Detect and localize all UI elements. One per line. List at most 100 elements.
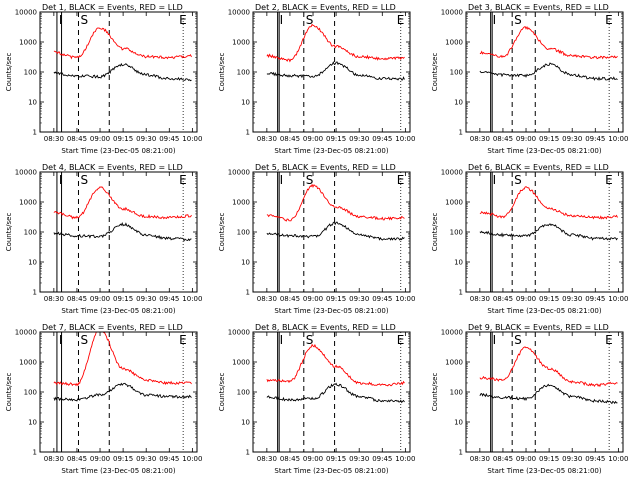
marker-label-i: I [493,13,497,27]
marker-label-i: I [280,333,284,347]
y-tick-label: 100 [237,229,250,237]
x-tick-label: 08:45 [280,455,300,463]
y-tick-label: 1 [246,129,250,137]
y-tick-label: 1000 [232,199,250,207]
x-tick-label: 10:00 [608,295,628,303]
plot-frame [252,331,411,453]
marker-label-s: S [80,173,88,187]
x-tick-label: 09:45 [159,455,179,463]
x-tick-label: 08:45 [67,295,87,303]
plot-area [479,332,618,452]
y-axis-label: Counts/sec [218,213,226,252]
series-line-events [53,222,192,242]
plot-frame [465,331,624,453]
x-tick-label: 10:00 [395,295,415,303]
y-tick-label: 10 [454,419,463,427]
y-tick-label: 1 [33,449,37,457]
y-axis-label: Counts/sec [431,213,439,252]
plot-frame [39,171,198,293]
marker-label-e: E [605,333,613,347]
marker-label-e: E [179,173,187,187]
x-tick-label: 10:00 [395,135,415,143]
marker-label-e: E [397,173,405,187]
x-tick-label: 09:45 [372,135,392,143]
x-tick-label: 10:00 [608,455,628,463]
x-tick-label: 09:15 [113,295,133,303]
chart-title: Det 8, BLACK = Events, RED = LLD [255,323,396,332]
marker-label-e: E [179,13,187,27]
marker-label-e: E [179,333,187,347]
x-tick-label: 09:30 [349,455,369,463]
marker-label-i: I [59,333,63,347]
series-line-events [266,382,405,404]
x-tick-label: 09:45 [585,455,605,463]
chart-title: Det 6, BLACK = Events, RED = LLD [468,163,609,172]
y-tick-label: 1000 [445,39,463,47]
series-line-lld [266,23,405,63]
y-tick-label: 10 [241,99,250,107]
plot-area [53,172,192,292]
y-axis-label: Counts/sec [218,373,226,412]
x-tick-label: 10:00 [182,455,202,463]
y-tick-label: 1 [246,449,250,457]
y-tick-label: 10000 [15,169,37,177]
x-tick-label: 08:45 [280,295,300,303]
series-line-events [53,382,192,402]
y-tick-label: 10 [28,419,37,427]
x-tick-label: 09:45 [372,455,392,463]
x-tick-label: 09:00 [516,295,536,303]
y-tick-label: 1 [459,129,463,137]
x-axis-label: Start Time (23-Dec-05 08:21:00) [274,147,388,155]
chart-panel-2: Det 2, BLACK = Events, RED = LLD Counts/s… [218,3,415,155]
x-tick-label: 08:45 [67,455,87,463]
x-tick-label: 09:30 [562,295,582,303]
series-line-events [53,62,192,82]
chart-title: Det 3, BLACK = Events, RED = LLD [468,3,609,12]
y-tick-label: 1 [459,449,463,457]
x-tick-label: 08:30 [470,455,490,463]
marker-label-e: E [397,13,405,27]
y-axis-label: Counts/sec [5,373,13,412]
plot-area [53,332,192,452]
x-tick-label: 09:00 [303,135,323,143]
y-tick-label: 1000 [232,359,250,367]
plot-area [479,12,618,132]
plot-frame [252,11,411,133]
y-axis-label: Counts/sec [5,53,13,92]
chart-panel-5: Det 5, BLACK = Events, RED = LLD Counts/s… [218,163,415,315]
x-tick-label: 08:45 [493,455,513,463]
x-tick-label: 10:00 [395,455,415,463]
x-axis-label: Start Time (23-Dec-05 08:21:00) [274,307,388,315]
y-tick-label: 10 [454,99,463,107]
chart-panel-3: Det 3, BLACK = Events, RED = LLD Counts/s… [431,3,628,155]
x-tick-label: 09:45 [585,135,605,143]
x-tick-label: 09:15 [539,295,559,303]
marker-label-s: S [80,333,88,347]
x-tick-label: 09:15 [113,455,133,463]
y-tick-label: 1000 [445,359,463,367]
x-tick-label: 10:00 [608,135,628,143]
series-line-lld [479,26,618,60]
x-tick-label: 09:00 [516,135,536,143]
y-tick-label: 10 [454,259,463,267]
x-tick-label: 08:30 [257,295,277,303]
x-axis-label: Start Time (23-Dec-05 08:21:00) [61,467,175,475]
marker-label-s: S [80,13,88,27]
y-tick-label: 100 [237,389,250,397]
x-tick-label: 08:45 [493,135,513,143]
y-tick-label: 10000 [441,169,463,177]
x-tick-label: 09:15 [539,455,559,463]
marker-label-s: S [514,173,522,187]
plot-area [266,172,405,292]
x-tick-label: 09:45 [159,295,179,303]
x-tick-label: 09:15 [113,135,133,143]
series-line-events [266,61,405,81]
y-tick-label: 1 [33,289,37,297]
y-tick-label: 1000 [19,199,37,207]
marker-label-i: I [493,173,497,187]
series-line-lld [479,346,618,388]
x-tick-label: 08:45 [67,135,87,143]
plot-frame [39,331,198,453]
marker-label-s: S [306,13,314,27]
plot-area [266,12,405,132]
